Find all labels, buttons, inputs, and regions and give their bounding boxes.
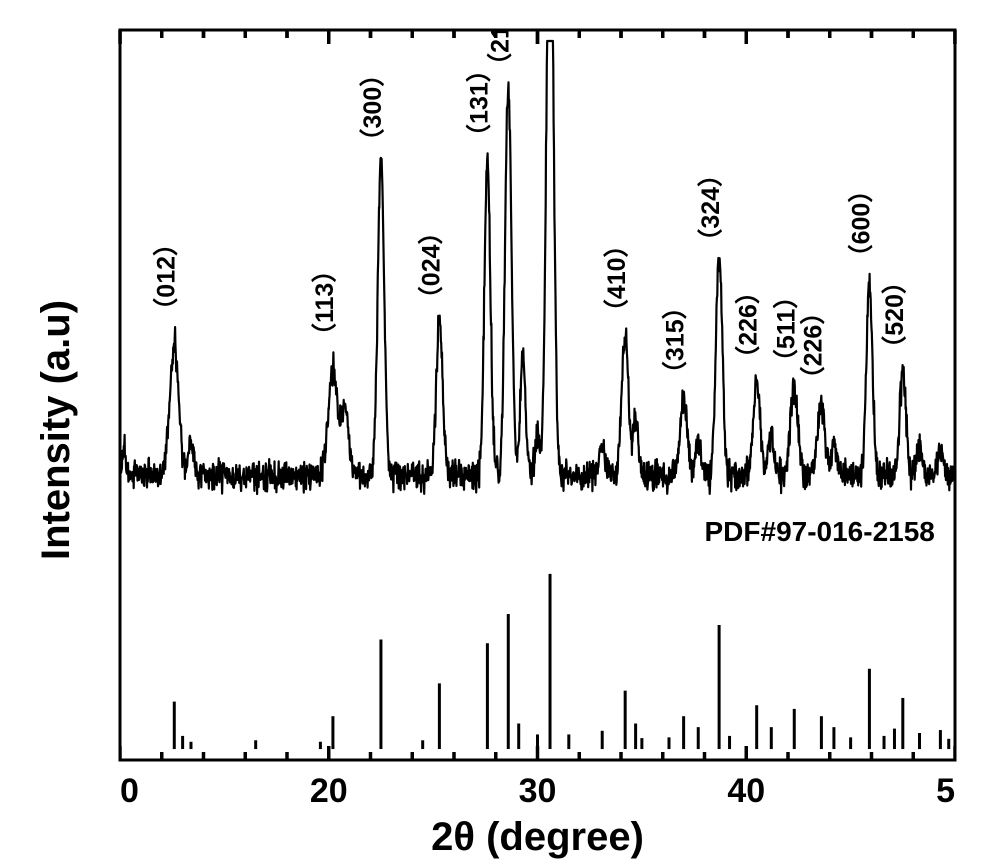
- peak-label: （520）: [880, 269, 909, 361]
- x-tick-label: 40: [727, 772, 765, 810]
- peak-label: （226）: [734, 279, 763, 371]
- peak-label: （511）: [771, 284, 800, 374]
- x-tick-label: 20: [310, 772, 348, 810]
- peak-label: （324）: [696, 162, 725, 254]
- peak-label: （315）: [661, 294, 690, 386]
- peak-label: （410）: [602, 232, 631, 324]
- y-axis-label-text: Intensity (a.u): [34, 300, 78, 560]
- peak-label: （012）: [151, 231, 180, 323]
- peak-label: （226）: [798, 300, 827, 392]
- reference-card-label: PDF#97-016-2158: [705, 516, 935, 547]
- xrd-chart: 10203040502θ (degree)PDF#97-016-2158（012…: [0, 0, 1000, 867]
- peak-label: （600）: [846, 178, 875, 270]
- peak-label: （300）: [358, 62, 387, 154]
- peak-label: （024）: [416, 219, 445, 311]
- x-tick-label: 30: [519, 772, 557, 810]
- y-axis-label: Intensity (a.u): [34, 300, 79, 560]
- peak-label: （113）: [310, 258, 339, 348]
- x-axis-label: 2θ (degree): [431, 815, 644, 859]
